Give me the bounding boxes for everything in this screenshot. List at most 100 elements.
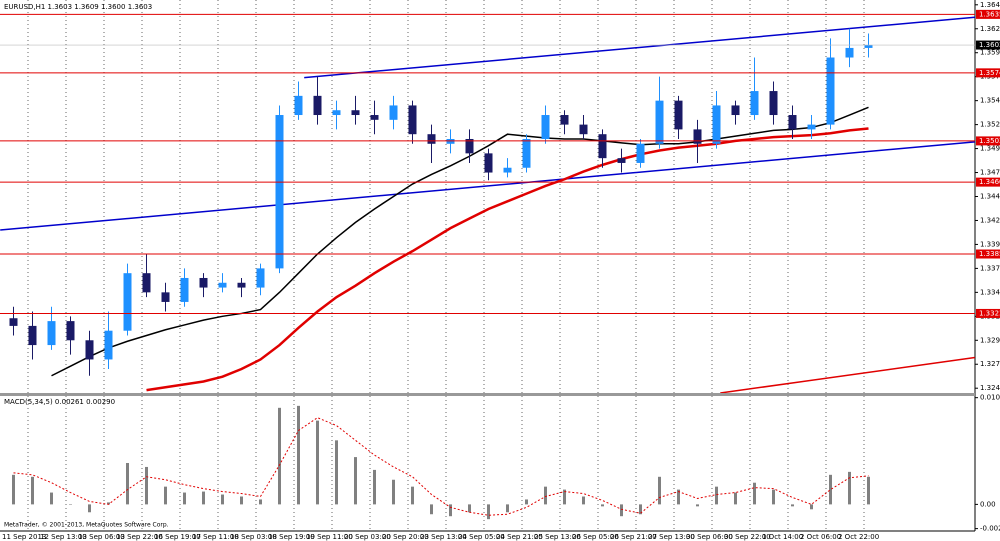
macd-bar (69, 504, 72, 505)
candle-body (256, 268, 265, 288)
x-tick-label: 18 Sep 03:00 (230, 533, 277, 541)
macd-bar (373, 469, 376, 505)
x-tick-label: 19 Sep 11:00 (306, 533, 353, 541)
candle-body (47, 321, 56, 346)
candle-body (199, 277, 208, 288)
macd-bar (259, 499, 262, 505)
x-tick-label: 18 Sep 19:00 (268, 533, 315, 541)
macd-bar (525, 499, 528, 505)
macd-bar (50, 492, 53, 505)
y-tick-label: 1.3370 (980, 264, 1000, 272)
x-tick-label: 1 Oct 14:00 (762, 533, 803, 541)
macd-bar (791, 504, 794, 507)
macd-bar (202, 491, 205, 505)
macd-bar (639, 504, 642, 515)
last-price-label: 1.3603 (979, 41, 1000, 49)
macd-bar (487, 504, 490, 520)
candle-body (731, 105, 740, 116)
macd-bar (107, 502, 110, 505)
macd-bar (392, 479, 395, 505)
x-tick-label: 24 Sep 05:00 (458, 533, 505, 541)
x-tick-label: 26 Sep 05:00 (572, 533, 619, 541)
candle-body (655, 100, 664, 144)
candle-body (617, 158, 626, 163)
candle-body (370, 115, 379, 120)
candle-body (636, 143, 645, 163)
candle-body (275, 115, 284, 269)
watermark: MetaTrader, © 2001-2013, MetaQuotes Soft… (4, 522, 169, 529)
macd-bar (126, 463, 129, 505)
candle-body (408, 105, 417, 135)
panel-separator (0, 393, 975, 396)
macd-bar (848, 471, 851, 505)
macd-bar (544, 486, 547, 505)
x-tick-label: 16 Sep 19:00 (154, 533, 201, 541)
candle-body (294, 95, 303, 116)
candle-body (9, 318, 18, 326)
level-label: 1.3635 (979, 10, 1000, 18)
x-tick-label: 23 Sep 13:00 (420, 533, 467, 541)
macd-bar (829, 474, 832, 505)
y-tick-label: 1.3595 (980, 49, 1000, 57)
macd-bar (506, 504, 509, 513)
candle-body (332, 110, 341, 116)
y-tick-label: 1.3620 (980, 25, 1000, 33)
level-label: 1.3460 (979, 178, 1000, 186)
trendline (720, 356, 975, 393)
candle-body (85, 340, 94, 360)
macd-bar (240, 496, 243, 505)
level-box (976, 249, 1000, 259)
trendline (0, 141, 975, 231)
candle-body (218, 282, 227, 288)
candle-body (351, 110, 360, 116)
macd-bar (734, 492, 737, 505)
candle-body (845, 47, 854, 58)
candle-body (712, 105, 721, 144)
level-box (976, 308, 1000, 318)
x-tick-label: 24 Sep 21:00 (496, 533, 543, 541)
macd-bar (411, 486, 414, 505)
macd-bar (753, 482, 756, 505)
candle-body (484, 153, 493, 173)
macd-bar (335, 440, 338, 505)
macd-bar (449, 504, 452, 517)
candle-body (864, 45, 873, 48)
chart-title: EURUSD,H1 1.3603 1.3609 1.3600 1.3603 (4, 3, 152, 11)
macd-bar (183, 492, 186, 505)
last-price-box (976, 40, 1000, 50)
candle-body (104, 330, 113, 360)
macd-tick-label: 0.00 (980, 500, 996, 508)
x-tick-label: 12 Sep 13:00 (40, 533, 87, 541)
candle-body (541, 115, 550, 139)
macd-bar (696, 504, 699, 507)
x-tick-label: 20 Sep 20:00 (382, 533, 429, 541)
y-tick-label: 1.3495 (980, 145, 1000, 153)
candle-body (750, 91, 759, 116)
x-tick-label: 17 Sep 11:00 (192, 533, 239, 541)
candle-body (123, 273, 132, 331)
plot-area (0, 16, 975, 393)
macd-title: MACD(5,34,5) 0.00261 0.00290 (4, 398, 115, 406)
level-box (976, 68, 1000, 78)
y-tick-label: 1.3420 (980, 216, 1000, 224)
candle-body (66, 321, 75, 341)
macd-bar (468, 504, 471, 513)
macd-bar (867, 476, 870, 505)
y-tick-label: 1.3645 (980, 1, 1000, 9)
macd-tick-label: 0.01083 (980, 394, 1000, 402)
x-tick-label: 20 Sep 03:00 (344, 533, 391, 541)
candle-body (560, 115, 569, 125)
candle-body (826, 57, 835, 125)
macd-bar (620, 504, 623, 517)
x-tick-label: 25 Sep 13:00 (534, 533, 581, 541)
level-label: 1.3385 (979, 250, 1000, 258)
macd-bar (88, 504, 91, 513)
x-tick-label: 27 Sep 13:00 (648, 533, 695, 541)
candle-body (522, 138, 531, 168)
moving-average (146, 127, 869, 392)
macd-bar (658, 476, 661, 505)
macd-bar (221, 494, 224, 505)
x-tick-label: 11 Sep 2013 (2, 533, 46, 541)
